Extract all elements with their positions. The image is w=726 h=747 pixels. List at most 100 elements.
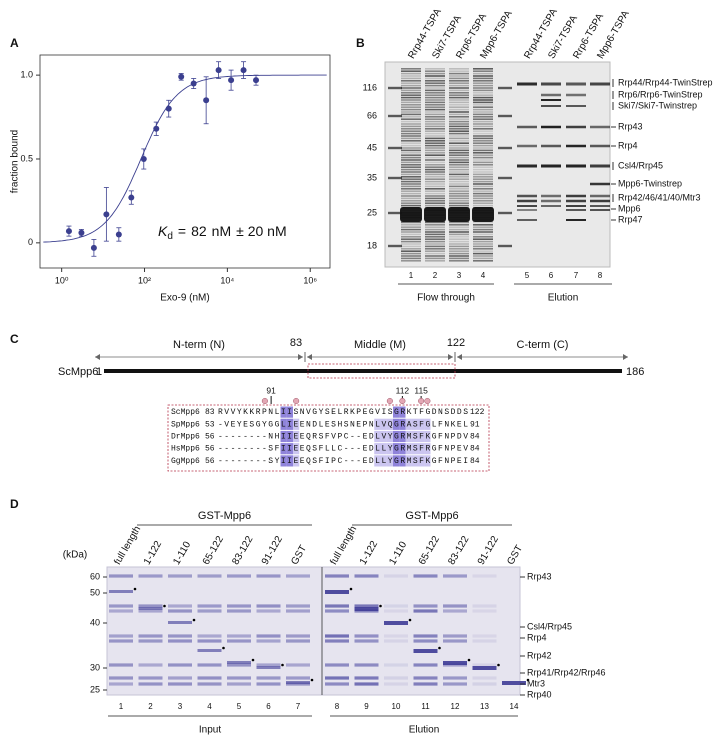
data-point (65, 228, 72, 235)
gel-band (566, 105, 586, 107)
gel-band (449, 185, 469, 188)
gel-band (168, 682, 192, 686)
gel-band (401, 101, 421, 104)
gel-band (138, 604, 163, 608)
gel-band (473, 180, 493, 183)
gel-band (401, 260, 421, 262)
gel-band (354, 663, 379, 667)
gel-band (425, 240, 445, 243)
gel-band (449, 202, 469, 204)
gel-band (256, 609, 281, 613)
gel-band (197, 634, 222, 638)
gel-band (473, 156, 493, 159)
gel-band (109, 676, 133, 680)
middle-box (307, 363, 456, 379)
gel-band (449, 231, 469, 233)
gel-band (443, 634, 467, 638)
gel-band (325, 590, 349, 594)
band-dot (408, 618, 412, 622)
gel-band (168, 604, 192, 608)
band-dot (251, 658, 255, 662)
gel-band (473, 197, 493, 200)
gel-band (449, 68, 469, 70)
group-label: Elution (409, 725, 440, 736)
data-point (253, 77, 260, 84)
gel-band (473, 238, 493, 240)
gel-band (286, 609, 310, 613)
sequence: -VEYESGYGGLIEENDLESHSNEPNLVQGRASFGLFNKEL (218, 420, 468, 429)
gel-band (401, 195, 421, 197)
gel-band (449, 116, 469, 118)
gel-band (354, 604, 379, 608)
gel-band (138, 682, 163, 686)
gel-band (425, 135, 445, 137)
gel-band (401, 250, 421, 252)
gel-band (197, 574, 222, 578)
gel-band (472, 207, 494, 222)
conservation-shade (405, 443, 412, 455)
lane-number: 3 (178, 702, 183, 711)
site-marker (261, 397, 268, 405)
gel-band (425, 195, 445, 197)
gel-band (425, 72, 445, 75)
conservation-shade (286, 406, 293, 418)
gel-band (517, 125, 537, 129)
gel-band (384, 634, 408, 638)
gel-band (256, 639, 281, 643)
gel-band (566, 82, 586, 86)
protein-end: 186 (626, 366, 644, 378)
band-dot (497, 663, 500, 667)
data-point (78, 229, 85, 236)
gel-band (566, 219, 586, 221)
panel-label: B (356, 36, 365, 50)
conservation-shade (286, 455, 293, 467)
sequence-end: 84 (470, 445, 480, 454)
gel-band (384, 621, 408, 625)
gel-band (401, 106, 421, 108)
gel-band (472, 676, 497, 680)
gel-band (425, 164, 445, 166)
gel-band (473, 257, 493, 260)
gel-band (449, 87, 469, 89)
gel-band (401, 104, 421, 106)
protein-label: Rrp43 (618, 121, 643, 131)
band-dot (438, 646, 441, 650)
protein-label: Rrp41/Rrp42/Rrp46 (527, 667, 606, 677)
gel-band (401, 152, 421, 154)
gel-band (401, 200, 421, 202)
gel-band (425, 178, 445, 180)
band-dot (163, 604, 166, 608)
protein-label: Rrp47 (618, 214, 643, 224)
panel-label: A (10, 36, 19, 50)
gel-band (473, 80, 493, 82)
gel-band (473, 149, 493, 152)
gel-band (473, 92, 493, 94)
gel-band (473, 116, 493, 118)
gel-band (449, 75, 469, 77)
gel-band (401, 202, 421, 204)
gel-band (473, 204, 493, 207)
gel-band (425, 245, 445, 248)
conservation-shade (374, 430, 381, 443)
gel-band (425, 101, 445, 104)
gel-band (325, 676, 349, 680)
gel-band (401, 233, 421, 236)
gel-band (354, 634, 379, 638)
alignment-box (167, 404, 490, 472)
gel-band (449, 120, 469, 123)
gel-band (449, 195, 469, 197)
gel-band (566, 164, 586, 168)
gel-band (425, 248, 445, 250)
gel-band (401, 84, 421, 87)
gel-band (425, 197, 445, 200)
mw-marker: 45 (367, 142, 377, 152)
data-point (190, 80, 197, 87)
residue-number: 115 (414, 385, 428, 395)
gel-band (449, 144, 469, 147)
gel-band (286, 676, 310, 680)
gel-band (384, 609, 408, 613)
gel-band (425, 130, 445, 132)
gel-band (256, 634, 281, 638)
gel-band (472, 663, 497, 667)
